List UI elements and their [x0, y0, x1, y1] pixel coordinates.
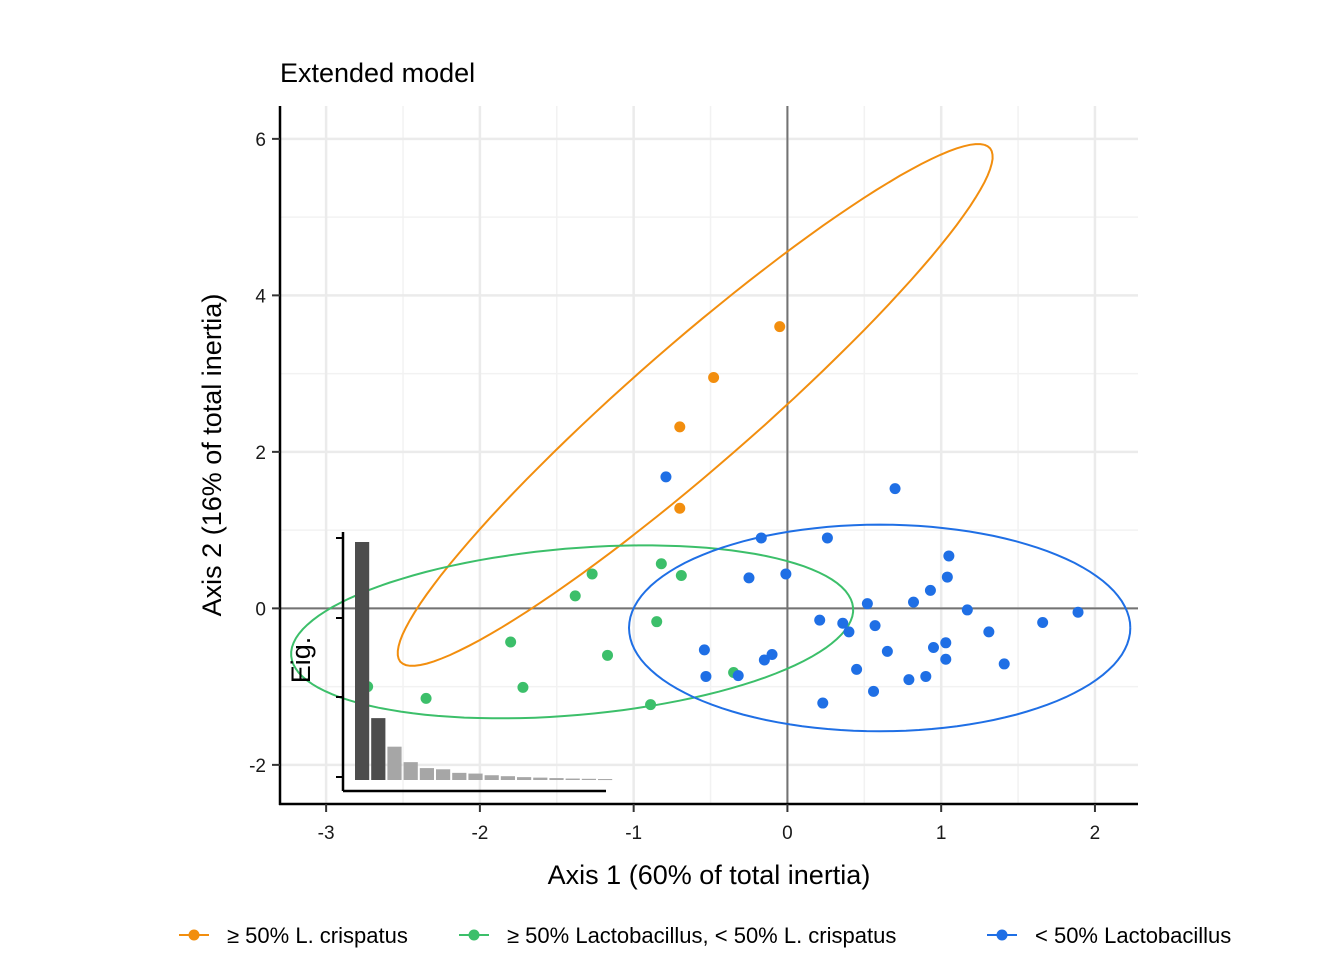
point-series-3 — [961, 604, 973, 616]
y-axis-title: Axis 2 (16% of total inertia) — [197, 294, 227, 617]
y-tick-label: 0 — [255, 599, 266, 620]
point-series-3 — [998, 658, 1010, 670]
point-series-2 — [517, 681, 529, 693]
inset-bar — [484, 775, 499, 780]
data-points — [362, 321, 1084, 711]
legend-label: < 50% Lactobacillus — [1035, 923, 1231, 948]
point-series-3 — [861, 598, 873, 610]
point-series-3 — [843, 626, 855, 638]
x-tick-label: 0 — [782, 823, 793, 844]
point-series-3 — [660, 471, 672, 483]
point-series-2 — [505, 636, 517, 648]
point-series-3 — [758, 654, 770, 666]
y-tick-label: 6 — [255, 130, 266, 151]
point-series-2 — [602, 649, 614, 661]
inset-bar — [419, 768, 434, 780]
point-series-2 — [586, 568, 598, 580]
inset-bar — [517, 777, 532, 780]
eigenvalue-inset — [336, 532, 613, 793]
point-series-3 — [924, 584, 936, 596]
inset-bar — [598, 779, 613, 781]
y-tick-label: 2 — [255, 443, 266, 464]
point-series-3 — [940, 637, 952, 649]
x-tick-label: -2 — [471, 823, 488, 844]
inset-bar — [387, 746, 402, 780]
point-series-3 — [837, 617, 849, 629]
point-series-3 — [983, 626, 995, 638]
legend-key-point — [996, 929, 1008, 941]
point-series-1 — [708, 372, 720, 384]
inset-bar — [371, 718, 386, 780]
point-series-3 — [821, 532, 833, 544]
point-series-2 — [655, 558, 667, 570]
inset-bar — [355, 542, 370, 780]
ellipse-series-3 — [627, 523, 1132, 733]
point-series-3 — [927, 641, 939, 653]
inset-bar — [403, 762, 418, 780]
point-series-3 — [881, 645, 893, 657]
point-series-3 — [940, 653, 952, 665]
inset-bar — [581, 778, 596, 780]
point-series-3 — [814, 614, 826, 626]
point-series-2 — [675, 570, 687, 582]
point-series-3 — [755, 532, 767, 544]
point-series-3 — [851, 663, 863, 675]
y-tick-label: -2 — [249, 756, 266, 777]
chart-title: Extended model — [280, 58, 475, 88]
inset-bar — [533, 777, 548, 780]
point-series-2 — [645, 699, 657, 711]
point-series-3 — [941, 571, 953, 583]
inset-bar — [436, 769, 451, 780]
legend-label: ≥ 50% Lactobacillus, < 50% L. crispatus — [507, 923, 896, 948]
point-series-3 — [780, 568, 792, 580]
axes — [272, 106, 1138, 812]
grid — [280, 106, 1138, 804]
point-series-3 — [920, 670, 932, 682]
inset-bar — [565, 778, 580, 780]
x-axis-title: Axis 1 (60% of total inertia) — [548, 860, 871, 890]
legend-label: ≥ 50% L. crispatus — [227, 923, 408, 948]
y-tick-label: 4 — [255, 286, 266, 307]
point-series-3 — [908, 596, 920, 608]
point-series-3 — [1037, 616, 1049, 628]
point-series-3 — [1072, 606, 1084, 618]
inset-bar — [452, 772, 467, 780]
inset-bar — [549, 778, 564, 780]
point-series-2 — [569, 590, 581, 602]
ellipse-series-1 — [396, 143, 994, 667]
inset-bar — [500, 776, 515, 780]
point-series-3 — [743, 572, 755, 584]
point-series-1 — [774, 321, 786, 333]
point-series-3 — [732, 670, 744, 682]
point-series-3 — [869, 620, 881, 632]
point-series-1 — [674, 502, 686, 514]
x-tick-label: 1 — [936, 823, 947, 844]
confidence-ellipses — [290, 143, 1132, 733]
point-series-3 — [889, 483, 901, 495]
reference-lines — [280, 106, 1138, 804]
point-series-3 — [903, 674, 915, 686]
point-series-1 — [674, 421, 686, 433]
inset-bar — [468, 773, 483, 780]
point-series-3 — [817, 697, 829, 709]
tick-labels: -3 -2 -1 0 1 2 -2 0 2 4 6 — [249, 130, 1100, 844]
point-series-3 — [868, 685, 880, 697]
point-series-3 — [700, 670, 712, 682]
legend: ≥ 50% L. crispatus ≥ 50% Lactobacillus, <… — [179, 923, 1231, 948]
point-series-3 — [943, 550, 955, 562]
point-series-3 — [698, 644, 710, 656]
inset-y-axis-title: Eig. — [286, 637, 316, 684]
legend-key-point — [468, 929, 480, 941]
ellipse-series-2 — [290, 544, 855, 720]
x-tick-label: 2 — [1090, 823, 1101, 844]
legend-key-point — [188, 929, 200, 941]
point-series-2 — [420, 692, 432, 704]
point-series-2 — [651, 616, 663, 628]
point-series-3 — [766, 649, 778, 661]
x-tick-label: -3 — [318, 823, 335, 844]
x-tick-label: -1 — [625, 823, 642, 844]
